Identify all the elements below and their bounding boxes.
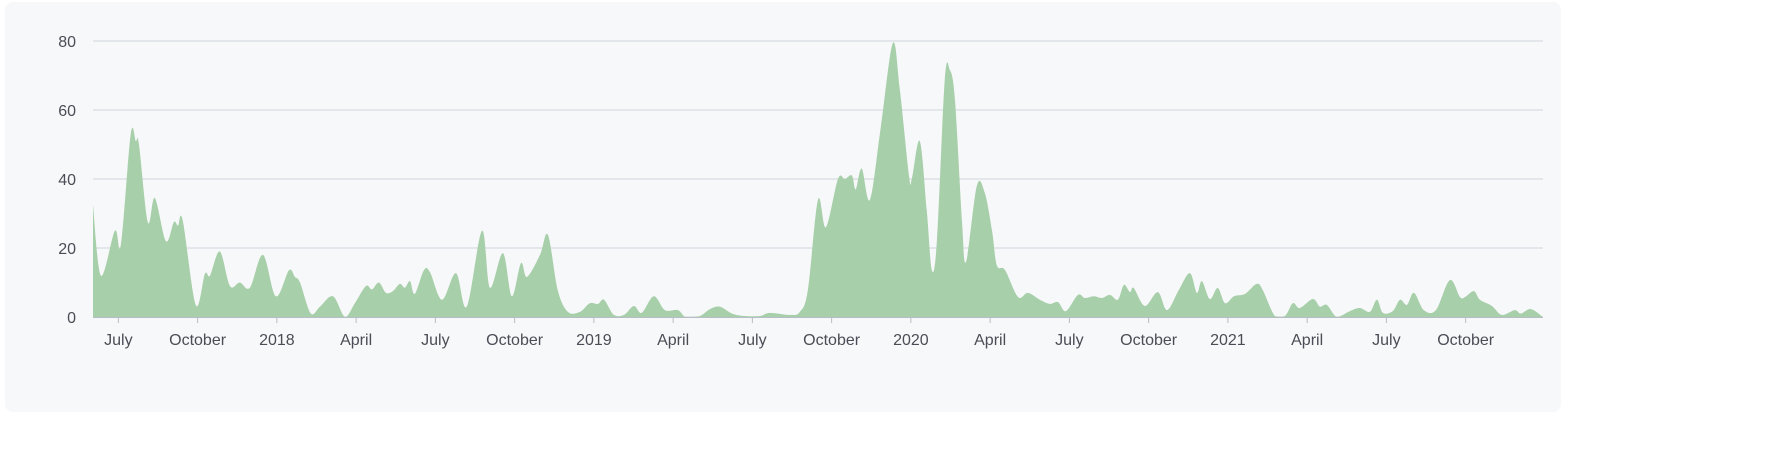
x-tick-label: April — [340, 332, 372, 349]
x-tick-label: October — [1437, 332, 1495, 349]
x-tick-label: October — [803, 332, 861, 349]
x-tick-label: 2019 — [576, 332, 612, 349]
x-axis: July October 2018 April July October 2019 April… — [104, 317, 1495, 349]
y-tick-label: 40 — [58, 172, 76, 189]
x-tick-label: July — [1055, 332, 1083, 349]
x-tick-label: October — [486, 332, 544, 349]
x-tick-label: 2018 — [259, 332, 295, 349]
x-tick-label: April — [974, 332, 1006, 349]
y-tick-label: 0 — [67, 310, 76, 327]
y-axis: 0 20 40 60 80 — [58, 34, 76, 327]
x-tick-label: April — [1291, 332, 1323, 349]
x-tick-label: July — [104, 332, 132, 349]
chart-card — [5, 2, 1561, 412]
x-tick-label: April — [657, 332, 689, 349]
x-tick-label: October — [1120, 332, 1178, 349]
series-area — [93, 42, 1543, 317]
x-tick-label: July — [1372, 332, 1400, 349]
x-tick-label: July — [421, 332, 449, 349]
y-tick-label: 20 — [58, 241, 76, 258]
x-tick-label: 2021 — [1210, 332, 1246, 349]
x-tick-label: 2020 — [893, 332, 929, 349]
x-tick-label: October — [169, 332, 227, 349]
y-tick-label: 80 — [58, 34, 76, 51]
y-tick-label: 60 — [58, 103, 76, 120]
x-tick-label: July — [738, 332, 766, 349]
